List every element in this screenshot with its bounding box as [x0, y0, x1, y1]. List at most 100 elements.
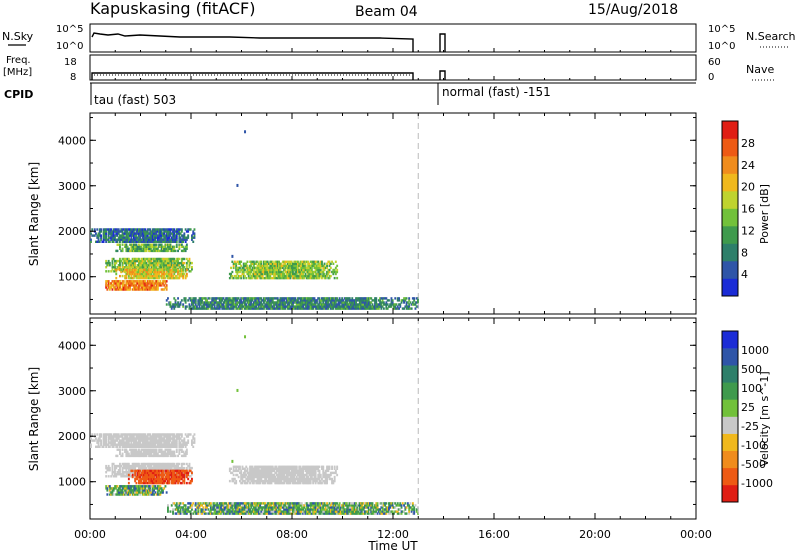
data-cell — [178, 274, 181, 278]
data-cell — [90, 437, 92, 440]
data-cell — [348, 299, 351, 302]
data-cell — [290, 268, 293, 272]
data-cell — [131, 462, 134, 466]
data-cell — [232, 307, 235, 310]
data-cell — [322, 299, 325, 302]
data-cell — [256, 473, 259, 477]
data-cell — [110, 491, 113, 494]
data-cell — [150, 284, 153, 287]
data-cell — [286, 262, 289, 265]
data-cell — [276, 268, 279, 272]
data-cell — [150, 266, 153, 269]
data-cell — [395, 307, 398, 310]
data-cell — [389, 305, 392, 308]
data-cell — [284, 276, 287, 280]
data-cell — [155, 264, 158, 267]
data-cell — [107, 264, 110, 267]
data-cell — [328, 299, 331, 302]
data-cell — [121, 441, 124, 444]
data-cell — [300, 307, 303, 310]
data-cell — [183, 443, 186, 446]
data-cell — [264, 297, 267, 300]
data-cell — [116, 230, 119, 233]
data-cell — [119, 288, 121, 291]
data-cell — [134, 270, 137, 274]
data-cell — [193, 439, 196, 442]
data-cell — [360, 303, 363, 306]
data-cell — [169, 443, 172, 446]
data-cell — [163, 232, 166, 235]
data-cell — [398, 303, 400, 306]
data-cell — [135, 481, 138, 485]
data-cell — [129, 443, 131, 446]
data-cell — [369, 303, 371, 306]
data-cell — [119, 245, 121, 248]
data-cell — [131, 249, 134, 253]
data-cell — [247, 266, 250, 270]
data-cell — [145, 479, 148, 483]
data-cell — [151, 443, 154, 446]
data-cell — [194, 303, 197, 306]
data-cell — [264, 467, 267, 470]
data-cell — [233, 299, 236, 302]
data-cell — [160, 433, 163, 436]
data-cell — [154, 485, 157, 488]
data-cell — [367, 299, 370, 302]
data-cell — [107, 240, 110, 243]
data-cell — [179, 469, 182, 473]
data-cell — [140, 462, 143, 466]
data-cell — [140, 464, 143, 468]
data-cell — [323, 297, 326, 300]
data-cell — [146, 448, 149, 451]
data-cell — [290, 299, 293, 302]
data-cell — [175, 238, 178, 241]
data-cell — [302, 305, 304, 308]
data-cell — [269, 465, 272, 468]
data-cell — [284, 301, 287, 304]
data-cell — [150, 276, 153, 280]
data-cell — [178, 443, 181, 446]
data-cell — [163, 288, 166, 291]
data-cell — [367, 297, 370, 300]
data-cell — [149, 477, 152, 481]
data-cell — [143, 471, 145, 475]
data-cell — [124, 232, 126, 235]
data-cell — [295, 301, 298, 304]
data-cell — [273, 264, 275, 268]
data-cell — [141, 481, 144, 485]
data-cell — [313, 274, 316, 278]
data-cell — [168, 445, 171, 448]
data-cell — [297, 266, 299, 270]
data-cell — [308, 303, 311, 306]
data-cell — [121, 473, 124, 476]
data-cell — [295, 274, 298, 278]
data-cell — [257, 465, 260, 468]
data-cell — [117, 464, 120, 468]
data-cell — [146, 276, 149, 280]
data-cell — [332, 299, 335, 302]
data-cell — [159, 232, 162, 235]
data-cell — [141, 261, 144, 265]
data-cell — [197, 301, 200, 304]
data-cell — [244, 130, 247, 134]
data-cell — [169, 439, 172, 442]
data-cell — [146, 433, 149, 436]
data-cell — [201, 297, 203, 300]
data-cell — [144, 270, 147, 274]
data-cell — [191, 299, 193, 302]
data-cell — [408, 305, 411, 308]
data-cell — [303, 264, 306, 268]
data-cell — [156, 443, 159, 446]
data-cell — [347, 303, 350, 306]
data-cell — [117, 268, 120, 271]
data-cell — [165, 261, 168, 265]
data-cell — [270, 303, 273, 306]
data-cell — [127, 481, 130, 485]
data-cell — [299, 262, 302, 265]
data-cell — [228, 307, 231, 310]
data-cell — [182, 475, 185, 479]
data-cell — [261, 467, 264, 470]
data-cell — [107, 286, 110, 289]
data-cell — [297, 260, 299, 263]
data-cell — [117, 284, 120, 287]
